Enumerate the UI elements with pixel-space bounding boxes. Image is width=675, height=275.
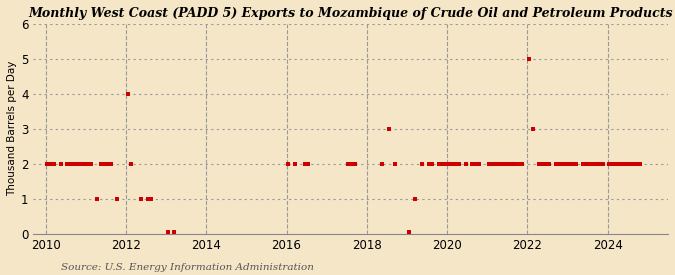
Point bbox=[558, 161, 568, 166]
Point bbox=[346, 161, 357, 166]
Point bbox=[433, 161, 444, 166]
Text: Source: U.S. Energy Information Administration: Source: U.S. Energy Information Administ… bbox=[61, 263, 314, 271]
Point bbox=[142, 197, 153, 201]
Point bbox=[102, 161, 113, 166]
Point bbox=[169, 230, 180, 234]
Point bbox=[554, 161, 565, 166]
Title: Monthly West Coast (PADD 5) Exports to Mozambique of Crude Oil and Petroleum Pro: Monthly West Coast (PADD 5) Exports to M… bbox=[28, 7, 673, 20]
Point bbox=[467, 161, 478, 166]
Point bbox=[634, 161, 645, 166]
Point bbox=[82, 161, 92, 166]
Point bbox=[517, 161, 528, 166]
Point bbox=[474, 161, 485, 166]
Point bbox=[377, 161, 387, 166]
Point bbox=[410, 197, 421, 201]
Point bbox=[136, 197, 146, 201]
Point bbox=[437, 161, 448, 166]
Point bbox=[544, 161, 555, 166]
Point bbox=[564, 161, 574, 166]
Point bbox=[500, 161, 511, 166]
Point bbox=[621, 161, 632, 166]
Point bbox=[483, 161, 494, 166]
Point bbox=[65, 161, 76, 166]
Point bbox=[591, 161, 601, 166]
Point bbox=[527, 126, 538, 131]
Point bbox=[146, 197, 157, 201]
Point bbox=[300, 161, 310, 166]
Point bbox=[403, 230, 414, 234]
Point bbox=[126, 161, 136, 166]
Point bbox=[78, 161, 89, 166]
Y-axis label: Thousand Barrels per Day: Thousand Barrels per Day bbox=[7, 61, 17, 196]
Point bbox=[631, 161, 642, 166]
Point bbox=[55, 161, 66, 166]
Point bbox=[524, 57, 535, 61]
Point bbox=[534, 161, 545, 166]
Point bbox=[454, 161, 464, 166]
Point bbox=[383, 126, 394, 131]
Point bbox=[577, 161, 588, 166]
Point bbox=[624, 161, 635, 166]
Point bbox=[584, 161, 595, 166]
Point bbox=[283, 161, 294, 166]
Point bbox=[440, 161, 451, 166]
Point bbox=[343, 161, 354, 166]
Point bbox=[551, 161, 562, 166]
Point bbox=[122, 92, 133, 96]
Point bbox=[99, 161, 109, 166]
Point bbox=[49, 161, 59, 166]
Point bbox=[350, 161, 360, 166]
Point bbox=[390, 161, 401, 166]
Point bbox=[493, 161, 504, 166]
Point bbox=[510, 161, 521, 166]
Point bbox=[487, 161, 497, 166]
Point bbox=[604, 161, 615, 166]
Point bbox=[570, 161, 581, 166]
Point bbox=[460, 161, 471, 166]
Point bbox=[45, 161, 56, 166]
Point bbox=[427, 161, 437, 166]
Point bbox=[62, 161, 73, 166]
Point bbox=[76, 161, 86, 166]
Point bbox=[162, 230, 173, 234]
Point bbox=[69, 161, 80, 166]
Point bbox=[628, 161, 639, 166]
Point bbox=[537, 161, 548, 166]
Point bbox=[567, 161, 578, 166]
Point bbox=[611, 161, 622, 166]
Point bbox=[597, 161, 608, 166]
Point bbox=[416, 161, 427, 166]
Point bbox=[42, 161, 53, 166]
Point bbox=[490, 161, 501, 166]
Point bbox=[290, 161, 300, 166]
Point bbox=[92, 197, 103, 201]
Point bbox=[443, 161, 454, 166]
Point bbox=[303, 161, 314, 166]
Point bbox=[608, 161, 618, 166]
Point bbox=[447, 161, 458, 166]
Point bbox=[514, 161, 524, 166]
Point bbox=[614, 161, 625, 166]
Point bbox=[423, 161, 434, 166]
Point bbox=[112, 197, 123, 201]
Point bbox=[560, 161, 571, 166]
Point bbox=[507, 161, 518, 166]
Point bbox=[85, 161, 96, 166]
Point bbox=[95, 161, 106, 166]
Point bbox=[105, 161, 116, 166]
Point bbox=[470, 161, 481, 166]
Point bbox=[497, 161, 508, 166]
Point bbox=[72, 161, 83, 166]
Point bbox=[541, 161, 551, 166]
Point bbox=[587, 161, 598, 166]
Point bbox=[618, 161, 628, 166]
Point bbox=[450, 161, 461, 166]
Point bbox=[504, 161, 514, 166]
Point bbox=[580, 161, 591, 166]
Point bbox=[594, 161, 605, 166]
